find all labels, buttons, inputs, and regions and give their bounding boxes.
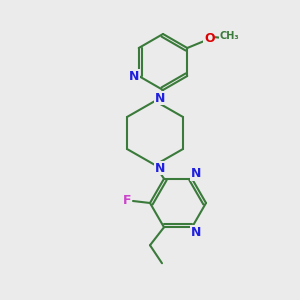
Text: N: N [129,70,139,83]
Text: O: O [204,32,214,44]
Text: N: N [155,92,165,104]
Text: N: N [191,167,201,180]
Text: N: N [155,161,165,175]
Text: F: F [123,194,131,206]
Text: N: N [191,226,201,239]
Text: CH₃: CH₃ [219,31,239,41]
